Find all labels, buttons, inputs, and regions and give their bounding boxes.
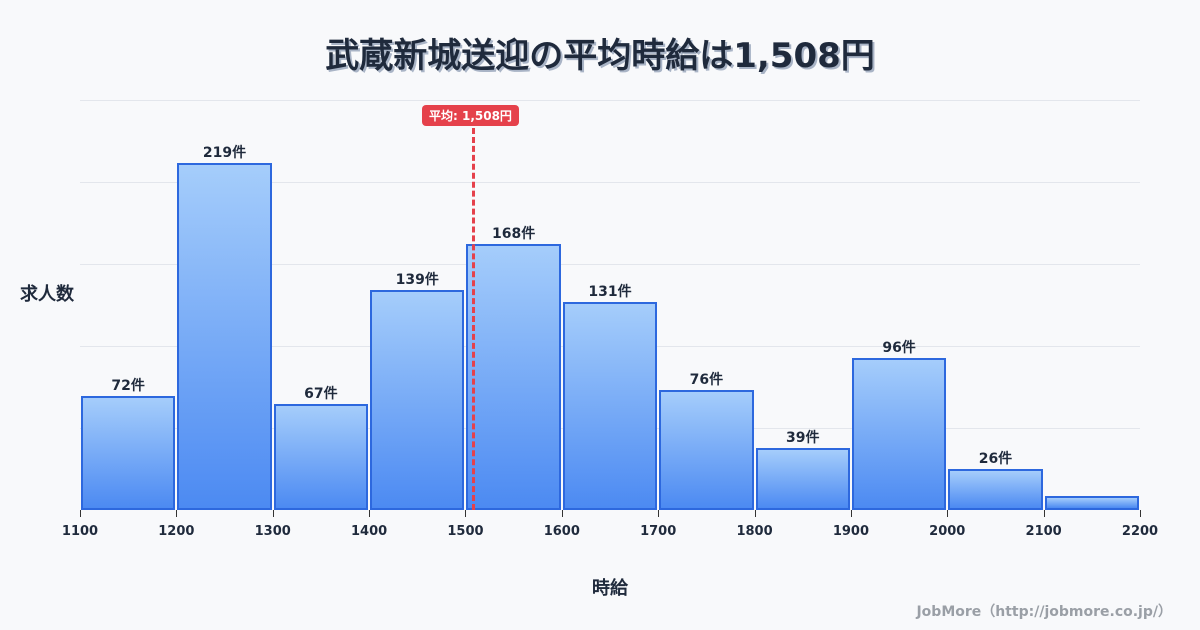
histogram-bar: [755, 448, 850, 510]
mean-line: [472, 128, 476, 510]
x-tick-label: 1100: [61, 524, 99, 539]
chart-title: 武蔵新城送迎の平均時給は1,508円: [325, 36, 875, 76]
x-tick-label: 1500: [447, 524, 484, 539]
x-tick: [850, 510, 852, 517]
histogram-bar: [466, 244, 561, 510]
x-tick: [754, 510, 756, 517]
histogram-bar: [948, 469, 1043, 510]
bar-value-label: 26件: [978, 451, 1013, 467]
x-tick: [947, 510, 949, 517]
histogram-bar: [1044, 496, 1139, 510]
x-tick: [1043, 510, 1045, 517]
x-tick: [1140, 510, 1141, 517]
x-tick-label: 2200: [1121, 524, 1159, 539]
x-tick-label: 2000: [929, 524, 966, 539]
histogram-bar: [370, 290, 465, 510]
bar-value-label: 39件: [785, 430, 820, 446]
histogram-bar: [81, 396, 176, 510]
bar-value-label: 131件: [588, 284, 632, 300]
x-tick: [272, 510, 274, 517]
x-tick-label: 1700: [640, 524, 677, 539]
bar-value-label: 76件: [689, 372, 724, 388]
bar-value-label: 168件: [492, 226, 536, 242]
x-tick: [80, 510, 81, 517]
y-axis-label: 求人数: [20, 284, 74, 305]
x-tick-label: 1800: [736, 524, 773, 539]
x-tick-label: 1300: [254, 524, 291, 539]
x-tick: [658, 510, 660, 517]
histogram-bar: [562, 302, 658, 510]
bar-value-label: 72件: [111, 378, 145, 394]
x-tick: [465, 510, 467, 517]
histogram-bar: [659, 390, 754, 510]
x-tick-label: 1200: [158, 524, 195, 539]
x-tick-label: 1400: [350, 524, 388, 539]
mean-badge: 平均: 1,508円: [422, 105, 519, 126]
bar-value-label: 96件: [882, 340, 916, 356]
histogram-bar: [851, 358, 947, 510]
credit-text: JobMore（http://jobmore.co.jp/）: [916, 604, 1172, 620]
bar-value-label: 219件: [202, 145, 247, 161]
bar-value-label: 67件: [304, 386, 338, 402]
x-tick: [561, 510, 563, 517]
gridline: [80, 264, 1140, 265]
bar-value-label: 139件: [395, 272, 439, 288]
gridline: [80, 182, 1140, 183]
x-tick: [176, 510, 178, 517]
x-tick-label: 2100: [1025, 524, 1062, 539]
histogram-bar: [273, 404, 369, 510]
x-tick-label: 1900: [832, 524, 869, 539]
x-tick: [369, 510, 371, 517]
x-tick-label: 1600: [543, 524, 580, 539]
x-axis-label: 時給: [592, 578, 628, 599]
histogram-bar: [177, 163, 272, 510]
gridline: [80, 100, 1140, 101]
